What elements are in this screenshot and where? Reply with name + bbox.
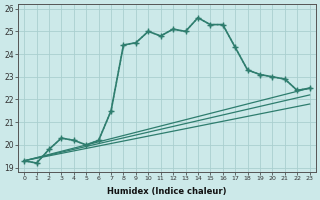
X-axis label: Humidex (Indice chaleur): Humidex (Indice chaleur) bbox=[107, 187, 227, 196]
